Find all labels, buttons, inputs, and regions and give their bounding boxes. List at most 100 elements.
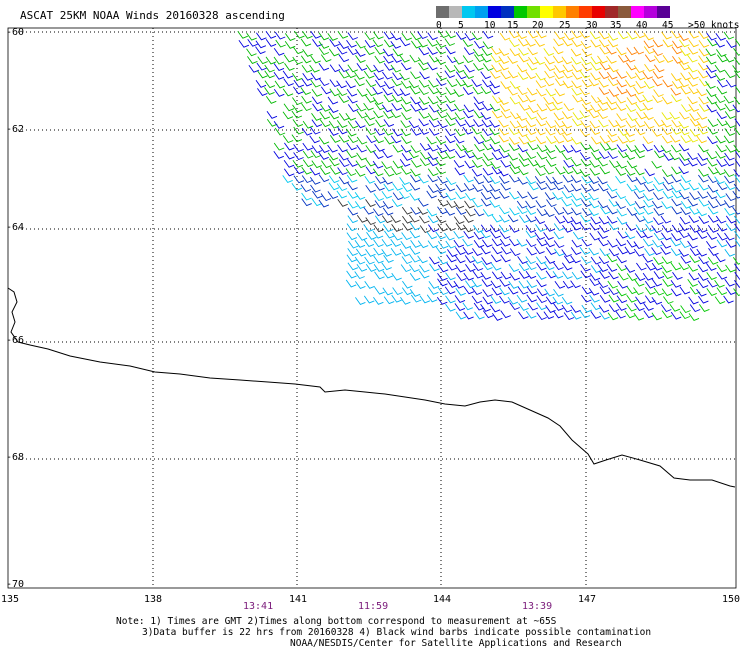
wind-barb — [418, 47, 430, 56]
wind-barb — [282, 175, 293, 183]
wind-barb — [453, 216, 465, 225]
wind-barb — [427, 38, 438, 47]
wind-barb — [525, 94, 536, 103]
wind-barb — [553, 71, 564, 80]
wind-barb — [562, 145, 574, 153]
wind-barb — [472, 199, 483, 208]
wind-barb — [653, 64, 665, 73]
wind-barb — [445, 128, 456, 137]
wind-barb — [310, 150, 322, 159]
wind-barb — [723, 169, 735, 178]
wind-barb — [291, 110, 303, 119]
wind-barb — [687, 240, 698, 249]
wind-barb — [417, 102, 428, 111]
wind-barb — [383, 183, 394, 192]
wind-barb — [671, 166, 682, 175]
wind-barb — [670, 87, 681, 96]
wind-barb — [706, 32, 717, 41]
wind-barb — [455, 143, 467, 152]
wind-barb — [696, 135, 707, 144]
wind-barb — [654, 55, 665, 64]
wind-barb — [454, 295, 466, 303]
pass-time: 13:39 — [522, 601, 553, 612]
wind-barb — [545, 175, 557, 184]
wind-barb — [571, 118, 583, 127]
wind-barb — [257, 56, 268, 65]
wind-barb — [544, 209, 555, 217]
wind-barb — [428, 86, 439, 95]
wind-barb — [525, 127, 537, 135]
wind-barb — [320, 193, 332, 202]
wind-barb — [319, 167, 331, 175]
wind-barb — [661, 31, 672, 40]
wind-barb — [696, 158, 707, 167]
wind-barb — [553, 135, 565, 144]
wind-barb — [635, 224, 647, 233]
wind-barb — [688, 313, 700, 321]
wind-barb — [687, 134, 699, 143]
wind-barb — [365, 79, 377, 88]
wind-barb — [679, 158, 690, 167]
wind-barb — [247, 56, 258, 64]
wind-barb — [310, 55, 321, 64]
wind-barb — [346, 88, 358, 97]
wind-barb — [660, 240, 672, 249]
wind-barb — [381, 161, 392, 170]
wind-barb — [482, 128, 493, 137]
wind-barb — [678, 223, 690, 231]
wind-barb — [626, 160, 638, 169]
wind-barb — [491, 271, 503, 280]
wind-barb — [417, 255, 428, 264]
wind-barb — [372, 208, 384, 217]
wind-barb — [543, 232, 554, 240]
wind-barb — [707, 175, 718, 184]
wind-barb — [301, 175, 313, 184]
wind-barb — [723, 295, 734, 304]
wind-barb — [707, 214, 719, 223]
wind-barb — [518, 311, 529, 320]
wind-barb — [588, 78, 599, 87]
wind-barb — [687, 152, 698, 161]
wind-barb — [491, 287, 503, 296]
wind-barb — [536, 182, 547, 191]
wind-barb — [714, 279, 725, 288]
wind-barb — [598, 31, 610, 40]
wind-barb — [580, 120, 591, 129]
wind-barb — [571, 30, 582, 39]
wind-barb — [670, 311, 682, 320]
wind-barb — [327, 144, 338, 153]
wind-barb — [535, 136, 547, 145]
wind-barb — [473, 136, 485, 145]
wind-barb — [456, 273, 467, 282]
wind-barb — [445, 295, 456, 304]
wind-barb — [715, 190, 726, 199]
wind-barb — [634, 145, 645, 153]
wind-barb — [599, 248, 610, 257]
wind-barb — [390, 239, 401, 247]
wind-barb — [435, 136, 447, 145]
wind-barb — [312, 190, 323, 199]
wind-barb — [651, 312, 663, 321]
wind-barb — [642, 206, 654, 215]
wind-barb — [391, 199, 403, 207]
wind-barb — [707, 200, 719, 209]
wind-barb — [716, 287, 728, 296]
wind-barb — [724, 248, 735, 257]
wind-barb — [518, 280, 530, 289]
wind-barb — [462, 247, 474, 255]
wind-barb — [689, 255, 700, 263]
wind-barb — [591, 152, 602, 160]
wind-barb — [571, 64, 583, 73]
wind-barb — [679, 240, 691, 249]
wind-barb — [301, 103, 312, 112]
wind-barb — [732, 206, 740, 215]
wind-barb — [409, 247, 421, 255]
wind-barb — [689, 128, 701, 137]
wind-barb — [616, 113, 627, 122]
wind-barb — [507, 296, 519, 305]
wind-barb — [437, 190, 449, 199]
wind-barb — [652, 239, 663, 248]
wind-barb — [293, 152, 304, 161]
wind-barb — [409, 273, 421, 281]
wind-barb — [699, 304, 710, 312]
